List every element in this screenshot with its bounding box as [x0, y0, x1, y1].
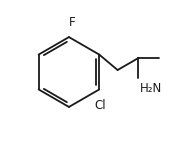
Text: Cl: Cl [94, 99, 106, 112]
Text: F: F [69, 15, 75, 29]
Text: H₂N: H₂N [140, 82, 162, 95]
